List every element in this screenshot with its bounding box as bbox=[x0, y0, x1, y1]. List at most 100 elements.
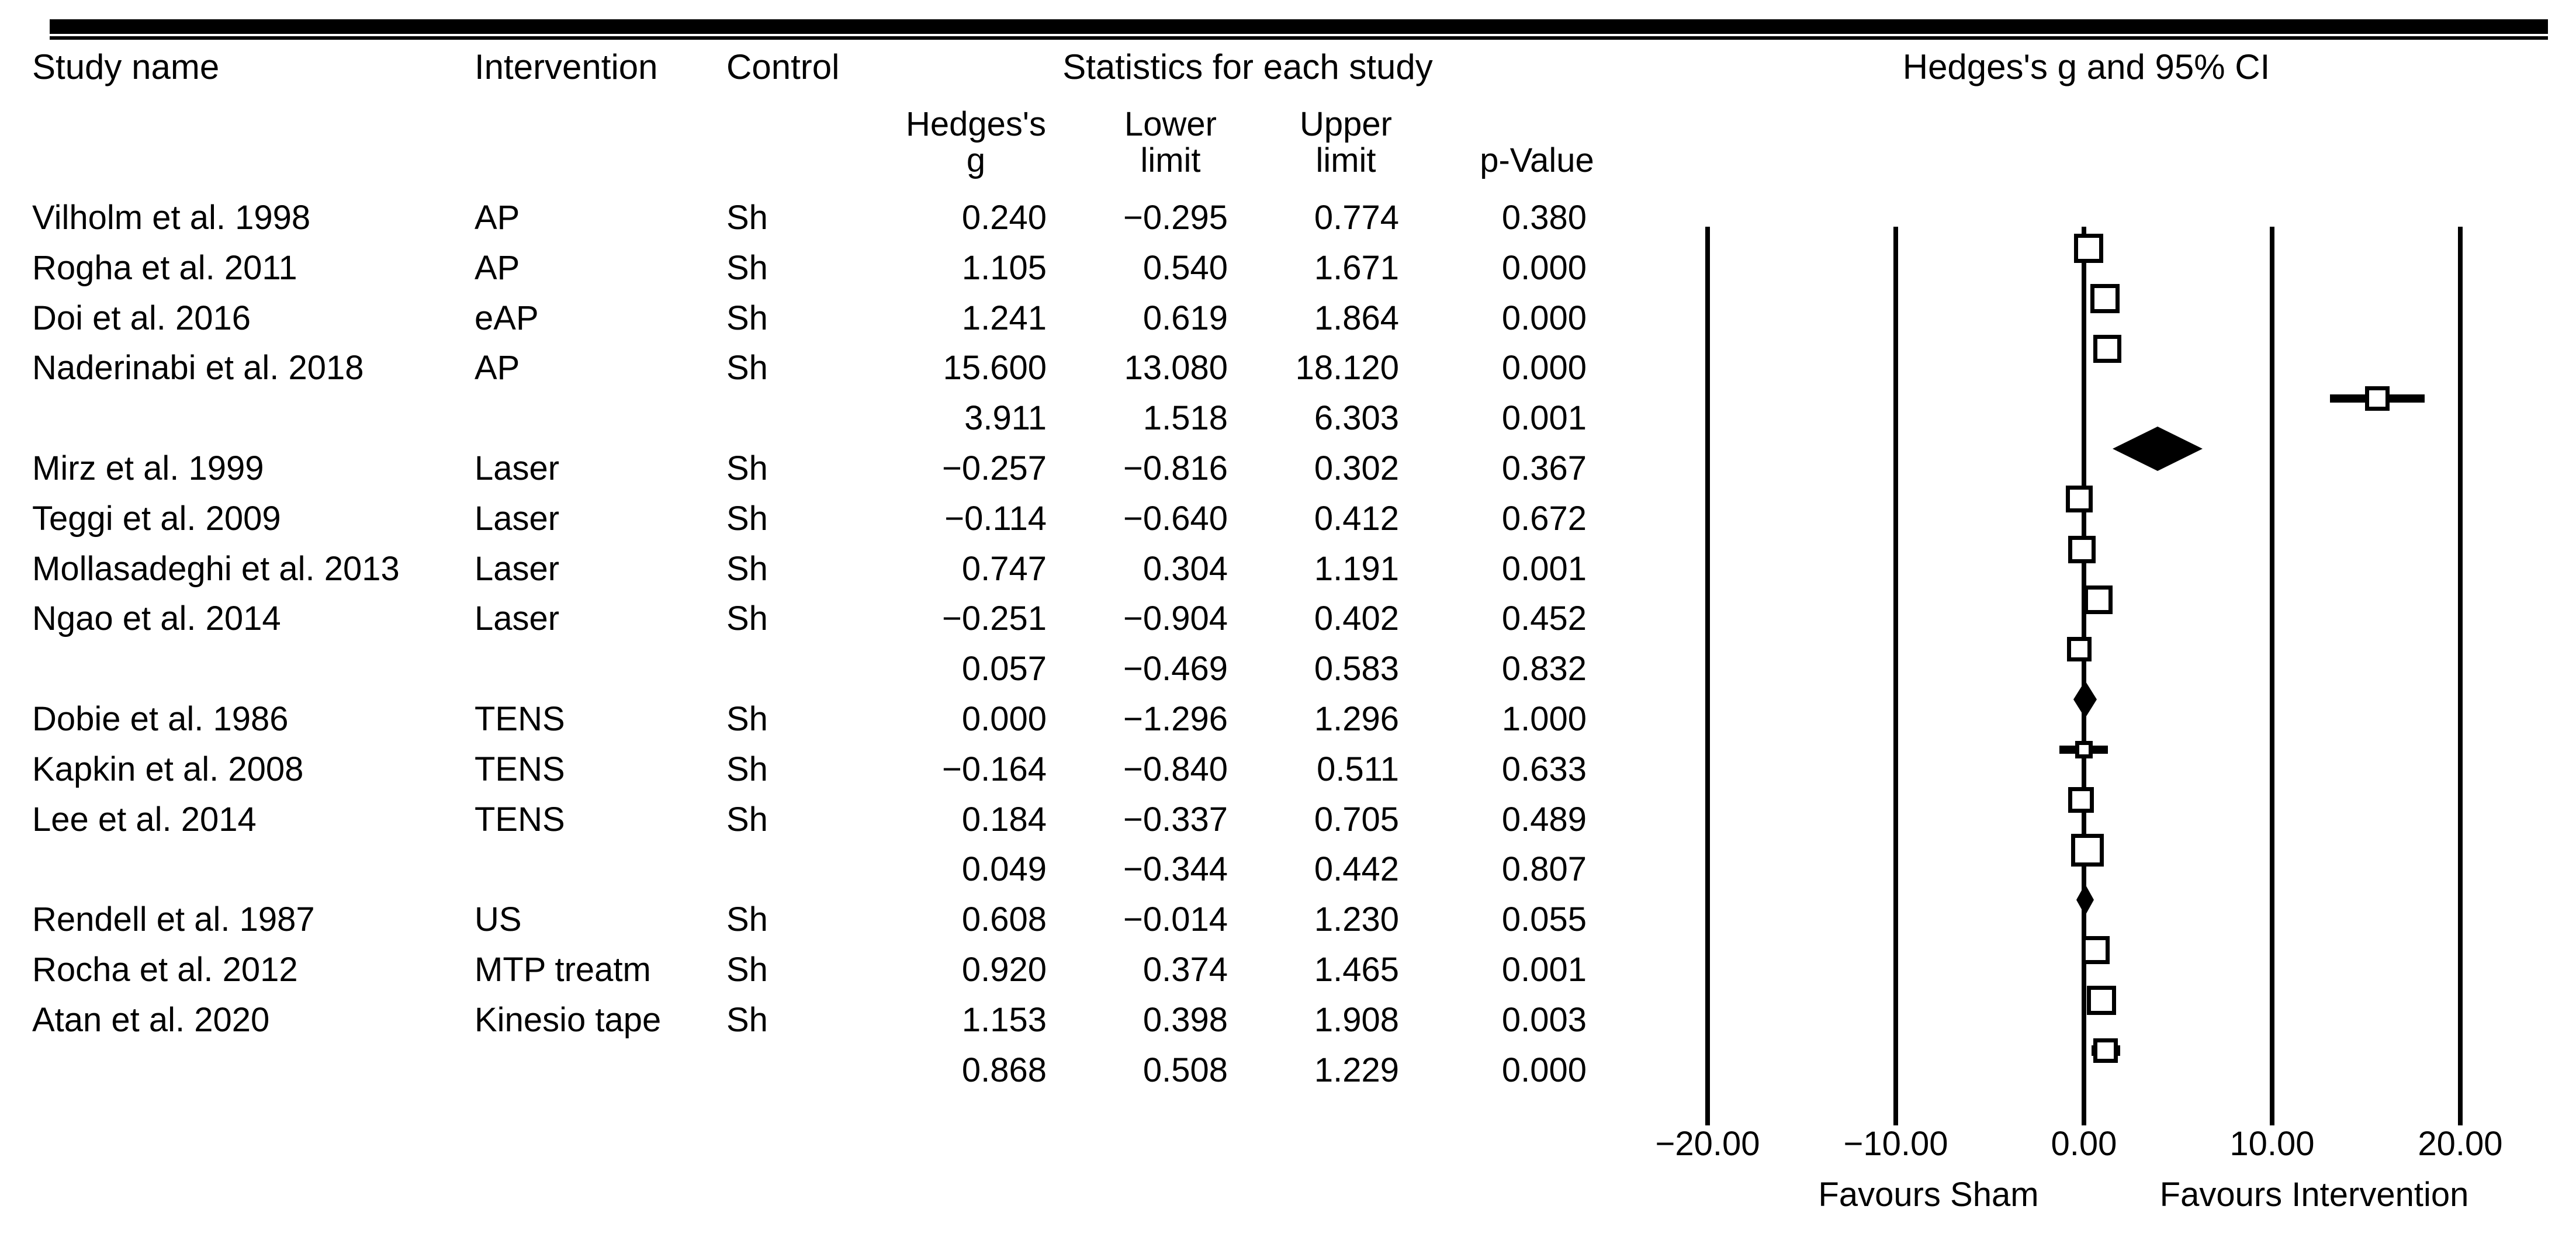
x-axis-tick-label: −20.00 bbox=[1655, 1125, 1760, 1163]
control-cell: Sh bbox=[726, 951, 768, 989]
upper-limit-cell: 1.465 bbox=[1314, 951, 1399, 989]
p-value-cell: 0.001 bbox=[1501, 399, 1587, 437]
x-axis-tick-label: 10.00 bbox=[2229, 1125, 2315, 1163]
hedges-g-cell: 0.608 bbox=[961, 900, 1047, 938]
intervention-cell: Laser bbox=[475, 449, 560, 487]
table-row: Rocha et al. 2012 MTP treatm Sh 0.920 0.374 1… bbox=[0, 949, 2576, 991]
table-row: Vilholm et al. 1998 AP Sh 0.240 −0.295 0.774 0… bbox=[0, 197, 2576, 239]
study-name-cell: Mollasadeghi et al. 2013 bbox=[32, 550, 400, 588]
study-point-square bbox=[2068, 536, 2096, 563]
lower-limit-cell: 0.304 bbox=[1142, 550, 1228, 588]
hedges-g-cell: 0.000 bbox=[961, 700, 1047, 738]
intervention-cell: TENS bbox=[475, 801, 565, 838]
table-row: Teggi et al. 2009 Laser Sh −0.114 −0.640 0.41… bbox=[0, 498, 2576, 540]
axis-gridline bbox=[2458, 227, 2463, 1125]
control-cell: Sh bbox=[726, 299, 768, 337]
p-value-cell: 0.000 bbox=[1501, 349, 1587, 387]
study-name-cell: Rocha et al. 2012 bbox=[32, 951, 298, 989]
study-name-cell: Ngao et al. 2014 bbox=[32, 600, 281, 637]
intervention-cell: TENS bbox=[475, 750, 565, 788]
p-value-cell: 0.003 bbox=[1501, 1001, 1587, 1039]
axis-gridline bbox=[1893, 227, 1898, 1125]
column-header-lower-limit: Lower limit bbox=[1071, 106, 1270, 179]
lower-limit-cell: −0.014 bbox=[1123, 900, 1228, 938]
lower-limit-cell: −0.469 bbox=[1123, 650, 1228, 688]
intervention-cell: AP bbox=[475, 349, 520, 387]
lower-limit-cell: 0.619 bbox=[1142, 299, 1228, 337]
intervention-cell: AP bbox=[475, 199, 520, 237]
column-header-study-name: Study name bbox=[32, 47, 220, 86]
upper-limit-cell: 1.296 bbox=[1314, 700, 1399, 738]
control-cell: Sh bbox=[726, 449, 768, 487]
p-value-cell: 1.000 bbox=[1501, 700, 1587, 738]
table-row: Rendell et al. 1987 US Sh 0.608 −0.014 1.230 0… bbox=[0, 899, 2576, 941]
study-name-cell: Doi et al. 2016 bbox=[32, 299, 251, 337]
study-name-cell: Dobie et al. 1986 bbox=[32, 700, 289, 738]
lower-limit-cell: −0.840 bbox=[1123, 750, 1228, 788]
study-point-square bbox=[2093, 335, 2121, 363]
upper-limit-cell: 1.671 bbox=[1314, 249, 1399, 287]
study-point-square bbox=[2067, 637, 2092, 661]
control-cell: Sh bbox=[726, 700, 768, 738]
intervention-cell: Laser bbox=[475, 550, 560, 588]
lower-limit-cell: −1.296 bbox=[1123, 700, 1228, 738]
study-point-square bbox=[2087, 986, 2116, 1015]
control-cell: Sh bbox=[726, 550, 768, 588]
upper-limit-cell: 1.230 bbox=[1314, 900, 1399, 938]
study-name-cell: Atan et al. 2020 bbox=[32, 1001, 270, 1039]
lower-limit-cell: −0.640 bbox=[1123, 500, 1228, 538]
zero-line bbox=[2082, 227, 2086, 1125]
table-row: Doi et al. 2016 eAP Sh 1.241 0.619 1.864 0.000 bbox=[0, 297, 2576, 339]
study-point-square bbox=[2093, 1038, 2118, 1063]
hedges-g-cell: 0.920 bbox=[961, 951, 1047, 989]
upper-limit-cell: 1.229 bbox=[1314, 1051, 1399, 1089]
study-name-cell: Teggi et al. 2009 bbox=[32, 500, 281, 538]
lower-limit-cell: 13.080 bbox=[1124, 349, 1228, 387]
p-value-cell: 0.489 bbox=[1501, 801, 1587, 838]
p-value-cell: 0.452 bbox=[1501, 600, 1587, 637]
study-point-square bbox=[2068, 787, 2094, 813]
hedges-g-cell: 3.911 bbox=[964, 399, 1047, 437]
study-point-square bbox=[2090, 284, 2120, 313]
control-cell: Sh bbox=[726, 600, 768, 637]
column-header-upper-limit-line2: limit bbox=[1315, 141, 1376, 179]
p-value-cell: 0.000 bbox=[1501, 1051, 1587, 1089]
intervention-cell: eAP bbox=[475, 299, 539, 337]
top-rule-thick bbox=[50, 19, 2548, 34]
upper-limit-cell: 0.705 bbox=[1314, 801, 1399, 838]
lower-limit-cell: 1.518 bbox=[1142, 399, 1228, 437]
p-value-cell: 0.380 bbox=[1501, 199, 1587, 237]
study-point-square bbox=[2084, 585, 2113, 614]
hedges-g-cell: −0.164 bbox=[941, 750, 1047, 788]
study-point-square bbox=[2075, 741, 2093, 758]
column-header-hedges-g-line2: g bbox=[966, 141, 986, 179]
column-header-lower-limit-line1: Lower bbox=[1124, 105, 1217, 143]
lower-limit-cell: 0.540 bbox=[1142, 249, 1228, 287]
study-point-square bbox=[2082, 936, 2110, 964]
hedges-g-cell: 1.153 bbox=[961, 1001, 1047, 1039]
column-header-upper-limit-line1: Upper bbox=[1300, 105, 1392, 143]
control-cell: Sh bbox=[726, 900, 768, 938]
p-value-cell: 0.672 bbox=[1501, 500, 1587, 538]
lower-limit-cell: −0.904 bbox=[1123, 600, 1228, 637]
p-value-cell: 0.000 bbox=[1501, 249, 1587, 287]
hedges-g-cell: −0.257 bbox=[941, 449, 1047, 487]
column-header-intervention: Intervention bbox=[475, 47, 658, 86]
summary-row: 3.911 1.518 6.303 0.001 bbox=[0, 397, 2576, 439]
study-name-cell: Kapkin et al. 2008 bbox=[32, 750, 304, 788]
intervention-cell: Laser bbox=[475, 500, 560, 538]
study-name-cell: Mirz et al. 1999 bbox=[32, 449, 264, 487]
lower-limit-cell: 0.398 bbox=[1142, 1001, 1228, 1039]
hedges-g-cell: 0.049 bbox=[961, 850, 1047, 888]
x-axis-tick-label: −10.00 bbox=[1843, 1125, 1948, 1163]
hedges-g-cell: 0.868 bbox=[961, 1051, 1047, 1089]
p-value-cell: 0.807 bbox=[1501, 850, 1587, 888]
plot-section-title: Hedges's g and 95% CI bbox=[1902, 47, 2270, 86]
hedges-g-cell: 1.105 bbox=[961, 249, 1047, 287]
p-value-cell: 0.367 bbox=[1501, 449, 1587, 487]
lower-limit-cell: 0.508 bbox=[1142, 1051, 1228, 1089]
table-row: Dobie et al. 1986 TENS Sh 0.000 −1.296 1.296 1… bbox=[0, 698, 2576, 740]
upper-limit-cell: 0.583 bbox=[1314, 650, 1399, 688]
p-value-cell: 0.001 bbox=[1501, 951, 1587, 989]
